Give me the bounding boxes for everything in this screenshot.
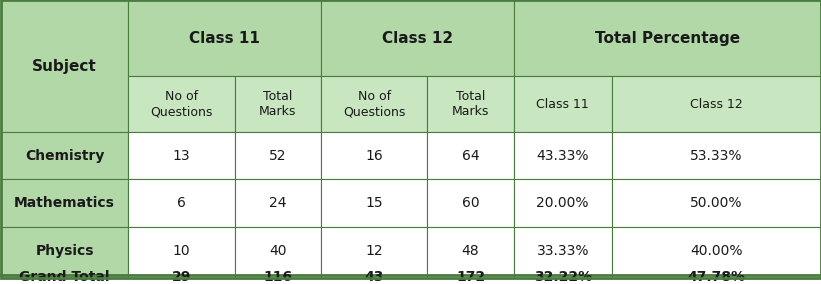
Text: Total
Marks: Total Marks bbox=[452, 90, 489, 118]
FancyBboxPatch shape bbox=[128, 227, 235, 275]
FancyBboxPatch shape bbox=[1, 132, 128, 179]
FancyBboxPatch shape bbox=[428, 132, 514, 179]
Text: 13: 13 bbox=[172, 149, 190, 163]
Text: Subject: Subject bbox=[32, 59, 97, 74]
Text: Chemistry: Chemistry bbox=[25, 149, 104, 163]
FancyBboxPatch shape bbox=[612, 76, 821, 132]
Text: 52: 52 bbox=[269, 149, 287, 163]
FancyBboxPatch shape bbox=[428, 227, 514, 275]
FancyBboxPatch shape bbox=[428, 275, 514, 278]
Text: 40: 40 bbox=[269, 244, 287, 258]
Text: 47.78%: 47.78% bbox=[687, 270, 745, 284]
Text: 172: 172 bbox=[456, 270, 485, 284]
FancyBboxPatch shape bbox=[321, 76, 428, 132]
Text: 20.00%: 20.00% bbox=[536, 196, 589, 210]
FancyBboxPatch shape bbox=[1, 227, 128, 275]
Text: 64: 64 bbox=[461, 149, 479, 163]
FancyBboxPatch shape bbox=[235, 179, 321, 227]
Text: No of
Questions: No of Questions bbox=[150, 90, 213, 118]
Text: 60: 60 bbox=[461, 196, 479, 210]
FancyBboxPatch shape bbox=[321, 132, 428, 179]
Text: No of
Questions: No of Questions bbox=[343, 90, 406, 118]
Text: 24: 24 bbox=[269, 196, 287, 210]
Text: 40.00%: 40.00% bbox=[690, 244, 743, 258]
FancyBboxPatch shape bbox=[428, 76, 514, 132]
FancyBboxPatch shape bbox=[128, 275, 235, 278]
Text: 29: 29 bbox=[172, 270, 191, 284]
FancyBboxPatch shape bbox=[612, 227, 821, 275]
Text: Total Percentage: Total Percentage bbox=[594, 31, 740, 46]
FancyBboxPatch shape bbox=[514, 179, 612, 227]
FancyBboxPatch shape bbox=[514, 227, 612, 275]
FancyBboxPatch shape bbox=[128, 0, 321, 76]
FancyBboxPatch shape bbox=[514, 0, 821, 76]
FancyBboxPatch shape bbox=[321, 0, 514, 76]
FancyBboxPatch shape bbox=[235, 76, 321, 132]
FancyBboxPatch shape bbox=[612, 132, 821, 179]
Text: 116: 116 bbox=[264, 270, 292, 284]
Text: 33.33%: 33.33% bbox=[536, 244, 589, 258]
FancyBboxPatch shape bbox=[428, 179, 514, 227]
Text: 32.22%: 32.22% bbox=[534, 270, 592, 284]
FancyBboxPatch shape bbox=[235, 227, 321, 275]
FancyBboxPatch shape bbox=[1, 275, 128, 278]
FancyBboxPatch shape bbox=[514, 275, 612, 278]
FancyBboxPatch shape bbox=[514, 132, 612, 179]
Text: 53.33%: 53.33% bbox=[690, 149, 743, 163]
Text: 16: 16 bbox=[365, 149, 383, 163]
Text: Class 11: Class 11 bbox=[189, 31, 260, 46]
Text: 6: 6 bbox=[177, 196, 186, 210]
Text: 43: 43 bbox=[365, 270, 384, 284]
FancyBboxPatch shape bbox=[128, 179, 235, 227]
Text: 10: 10 bbox=[172, 244, 190, 258]
FancyBboxPatch shape bbox=[321, 179, 428, 227]
FancyBboxPatch shape bbox=[128, 132, 235, 179]
Text: 48: 48 bbox=[461, 244, 479, 258]
Text: 12: 12 bbox=[365, 244, 383, 258]
FancyBboxPatch shape bbox=[235, 132, 321, 179]
Text: Grand Total: Grand Total bbox=[20, 270, 110, 284]
FancyBboxPatch shape bbox=[321, 275, 428, 278]
Text: Class 11: Class 11 bbox=[536, 98, 589, 111]
Text: 43.33%: 43.33% bbox=[536, 149, 589, 163]
FancyBboxPatch shape bbox=[128, 76, 235, 132]
FancyBboxPatch shape bbox=[1, 0, 128, 132]
Text: 15: 15 bbox=[365, 196, 383, 210]
FancyBboxPatch shape bbox=[1, 179, 128, 227]
FancyBboxPatch shape bbox=[514, 76, 612, 132]
Text: 50.00%: 50.00% bbox=[690, 196, 743, 210]
Text: Mathematics: Mathematics bbox=[14, 196, 115, 210]
FancyBboxPatch shape bbox=[235, 275, 321, 278]
Text: Class 12: Class 12 bbox=[382, 31, 452, 46]
Text: Class 12: Class 12 bbox=[690, 98, 743, 111]
FancyBboxPatch shape bbox=[321, 227, 428, 275]
FancyBboxPatch shape bbox=[612, 275, 821, 278]
Text: Total
Marks: Total Marks bbox=[259, 90, 296, 118]
Text: Physics: Physics bbox=[35, 244, 94, 258]
FancyBboxPatch shape bbox=[612, 179, 821, 227]
